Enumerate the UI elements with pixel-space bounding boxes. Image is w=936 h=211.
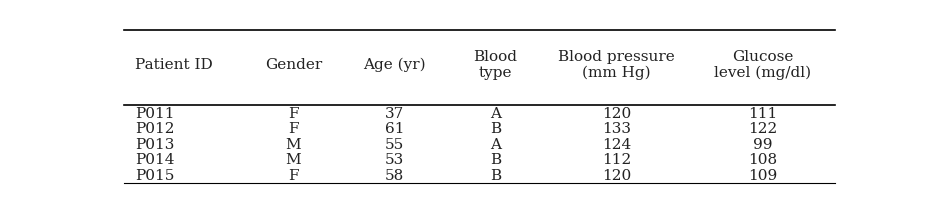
Text: 112: 112: [602, 153, 632, 167]
Text: 61: 61: [385, 122, 404, 136]
Text: F: F: [288, 122, 299, 136]
Text: P013: P013: [135, 138, 174, 152]
Text: M: M: [285, 153, 301, 167]
Text: B: B: [490, 169, 501, 183]
Text: 53: 53: [385, 153, 404, 167]
Text: M: M: [285, 138, 301, 152]
Text: 109: 109: [748, 169, 777, 183]
Text: 120: 120: [602, 107, 632, 120]
Text: 124: 124: [602, 138, 632, 152]
Text: 133: 133: [602, 122, 631, 136]
Text: 122: 122: [748, 122, 777, 136]
Text: Blood pressure
(mm Hg): Blood pressure (mm Hg): [559, 50, 675, 80]
Text: P015: P015: [135, 169, 174, 183]
Text: 108: 108: [748, 153, 777, 167]
Text: A: A: [490, 138, 501, 152]
Text: 99: 99: [753, 138, 772, 152]
Text: 120: 120: [602, 169, 632, 183]
Text: 55: 55: [385, 138, 404, 152]
Text: P014: P014: [135, 153, 175, 167]
Text: Patient ID: Patient ID: [135, 58, 212, 72]
Text: Gender: Gender: [265, 58, 322, 72]
Text: P012: P012: [135, 122, 175, 136]
Text: B: B: [490, 122, 501, 136]
Text: A: A: [490, 107, 501, 120]
Text: 58: 58: [385, 169, 404, 183]
Text: F: F: [288, 169, 299, 183]
Text: Glucose
level (mg/dl): Glucose level (mg/dl): [714, 50, 811, 80]
Text: B: B: [490, 153, 501, 167]
Text: F: F: [288, 107, 299, 120]
Text: Blood
type: Blood type: [474, 50, 518, 80]
Text: 111: 111: [748, 107, 777, 120]
Text: P011: P011: [135, 107, 175, 120]
Text: Age (yr): Age (yr): [363, 58, 426, 72]
Text: 37: 37: [385, 107, 404, 120]
